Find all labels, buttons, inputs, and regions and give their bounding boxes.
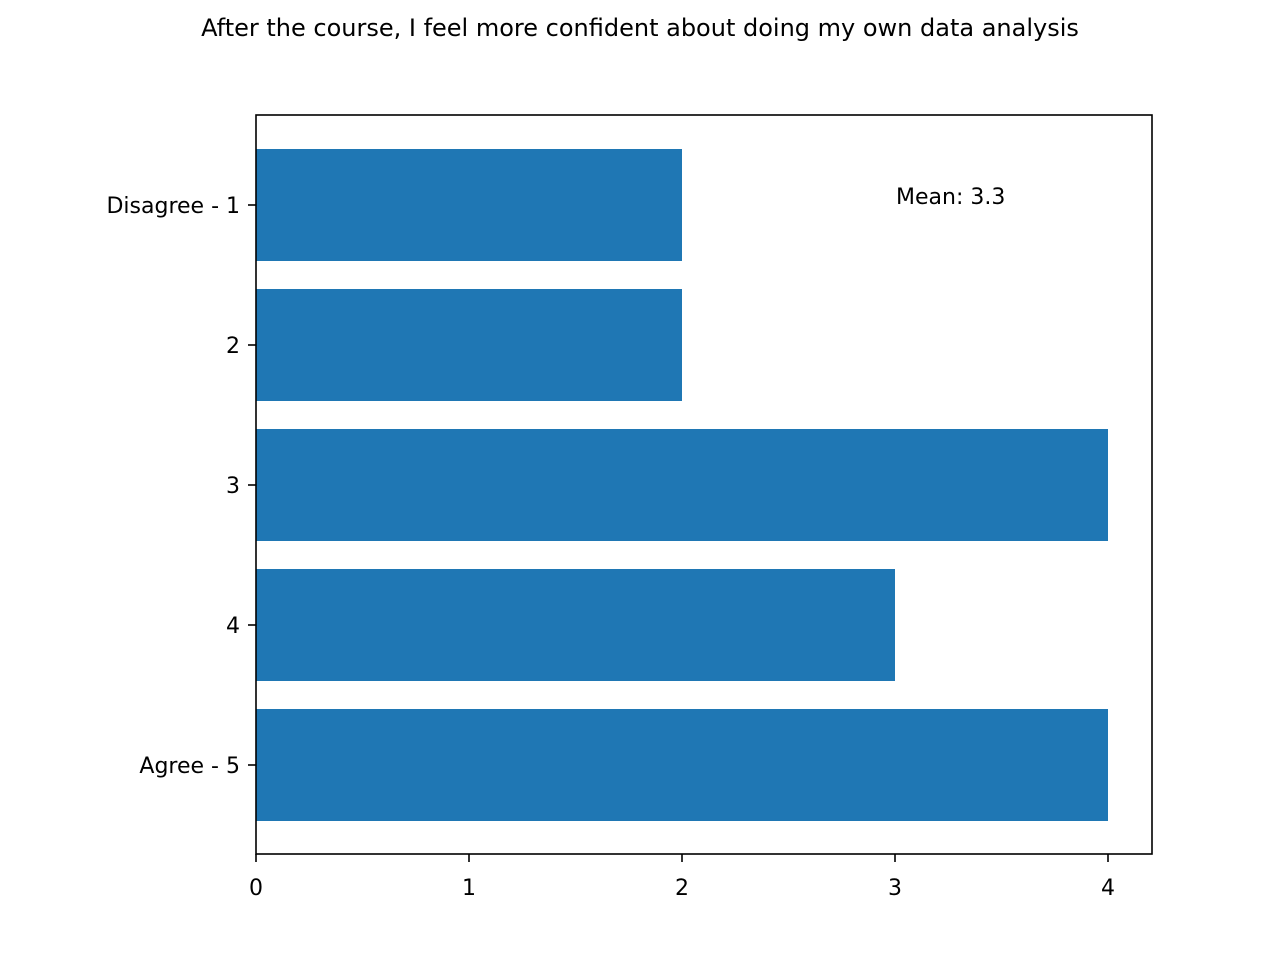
y-tick-label: Agree - 5 [139, 754, 240, 779]
y-tick-label: 4 [226, 614, 240, 639]
bar-3 [256, 429, 1108, 541]
x-tick-label: 2 [675, 876, 689, 901]
bar-2 [256, 289, 682, 401]
y-tick-label: Disagree - 1 [106, 194, 240, 219]
x-tick-label: 3 [888, 876, 902, 901]
y-tick-label: 2 [226, 334, 240, 359]
bar-agree-5 [256, 709, 1108, 821]
x-tick-label: 0 [249, 876, 263, 901]
y-tick-label: 3 [226, 474, 240, 499]
mean-annotation: Mean: 3.3 [896, 185, 1005, 210]
bar-disagree-1 [256, 149, 682, 261]
x-tick-label: 4 [1101, 876, 1115, 901]
bar-4 [256, 569, 895, 681]
chart-title: After the course, I feel more confident … [201, 14, 1079, 42]
x-tick-label: 1 [462, 876, 476, 901]
